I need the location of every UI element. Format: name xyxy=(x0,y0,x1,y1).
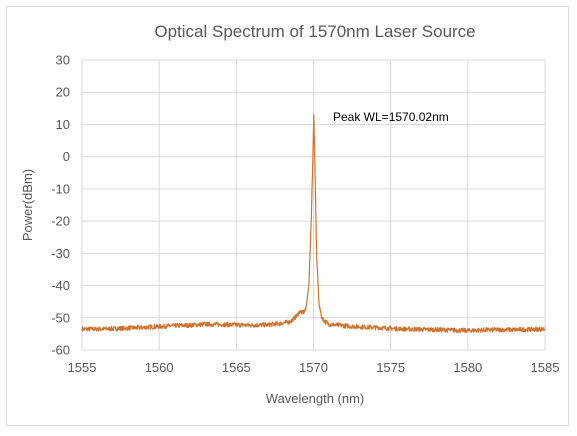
y-tick-label: -40 xyxy=(51,278,70,293)
tick-layer: 30 20 10 0 -10 -20 -30 -40 -50 -60 1555 1560 1565 157… xyxy=(51,53,559,376)
series-layer xyxy=(81,114,546,334)
x-tick-label: 1580 xyxy=(453,360,482,375)
y-tick-label: 30 xyxy=(56,53,70,68)
y-tick-label: 0 xyxy=(63,149,70,164)
y-tick-label: 10 xyxy=(56,117,70,132)
grid-layer xyxy=(81,59,546,351)
x-tick-label: 1565 xyxy=(222,360,251,375)
x-tick-label: 1575 xyxy=(376,360,405,375)
y-tick-label: -10 xyxy=(51,181,70,196)
x-tick-label: 1555 xyxy=(68,360,97,375)
y-axis-label: Power(dBm) xyxy=(20,169,35,241)
y-tick-label: -60 xyxy=(51,343,70,358)
y-tick-label: -50 xyxy=(51,310,70,325)
y-tick-label: -30 xyxy=(51,246,70,261)
peak-annotation: Peak WL=1570.02nm xyxy=(333,110,449,124)
spectrum-line xyxy=(81,114,546,334)
y-tick-label: 20 xyxy=(56,85,70,100)
x-tick-label: 1570 xyxy=(299,360,328,375)
x-tick-label: 1560 xyxy=(145,360,174,375)
x-axis-label: Wavelength (nm) xyxy=(266,391,365,406)
chart-frame xyxy=(6,6,569,426)
x-tick-label: 1585 xyxy=(531,360,560,375)
y-tick-label: -20 xyxy=(51,214,70,229)
chart-title: Optical Spectrum of 1570nm Laser Source xyxy=(154,22,475,41)
